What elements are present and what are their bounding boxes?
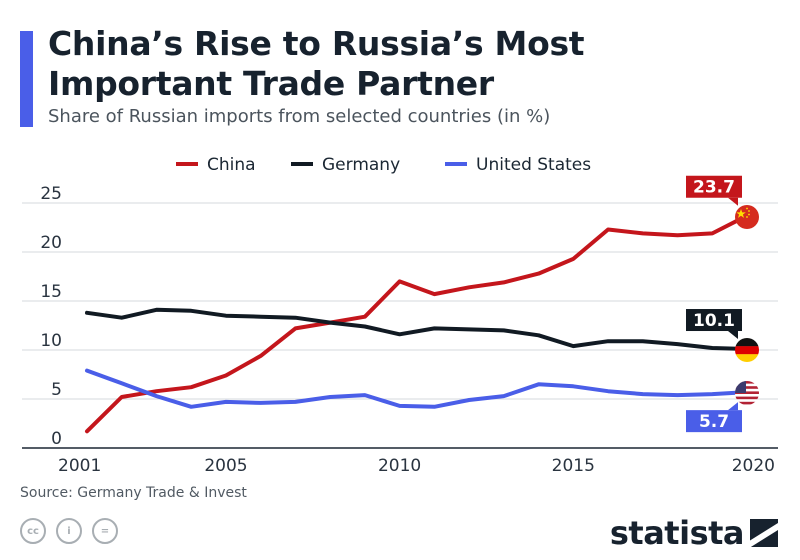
y-axis: 0 5 10 15 20 25	[40, 184, 62, 449]
x-tick-label: 2005	[204, 456, 247, 476]
brand-name: statista	[609, 514, 745, 552]
end-label-united-states: 5.7	[686, 402, 742, 433]
end-label-germany: 10.1	[686, 309, 742, 340]
legend-label: China	[207, 155, 256, 175]
chart-subtitle: Share of Russian imports from selected c…	[48, 106, 551, 127]
series-line-china	[85, 213, 749, 434]
end-label-pointer	[728, 402, 738, 411]
series-lines	[85, 213, 749, 434]
end-label-value: 10.1	[693, 311, 735, 331]
legend-item-china[interactable]: China	[176, 155, 256, 175]
x-tick-label: 2001	[58, 456, 101, 476]
usa-flag-icon	[735, 381, 759, 405]
china-flag-icon	[735, 205, 759, 229]
end-label-value: 23.7	[693, 178, 735, 198]
gridlines	[22, 202, 778, 449]
x-axis: 2001 2005 2010 2015 2020	[58, 456, 775, 476]
equal-icon[interactable]: =	[92, 518, 118, 544]
cc-icon[interactable]: cc	[20, 518, 46, 544]
end-label-box	[686, 410, 742, 433]
person-icon[interactable]: i	[56, 518, 82, 544]
legend-label: United States	[476, 155, 591, 175]
y-tick-label: 15	[40, 282, 62, 302]
end-label-box	[686, 309, 742, 332]
end-label-china: 23.7	[686, 175, 742, 206]
y-tick-label: 0	[51, 429, 62, 449]
source-note: Source: Germany Trade & Invest	[20, 485, 247, 501]
germany-flag-icon	[735, 338, 759, 362]
y-tick-label: 10	[40, 331, 62, 351]
y-tick-label: 20	[40, 233, 62, 253]
legend-label: Germany	[322, 155, 400, 175]
x-tick-label: 2020	[732, 456, 775, 476]
series-line-germany	[85, 307, 749, 351]
line-chart: China Germany United States 0 5 10 15 20 25 200…	[22, 155, 778, 476]
legend-item-germany[interactable]: Germany	[291, 155, 400, 175]
license-icons: cc i =	[20, 518, 118, 544]
end-label-pointer	[728, 331, 738, 340]
end-value-labels: 23.7 10.1 5.7	[686, 175, 742, 433]
legend-item-united-states[interactable]: United States	[445, 155, 591, 175]
end-label-pointer	[728, 197, 738, 206]
y-tick-label: 25	[40, 184, 62, 204]
x-tick-label: 2010	[378, 456, 421, 476]
title-accent-bar	[20, 31, 33, 127]
legend: China Germany United States	[176, 155, 591, 175]
series-line-united-states	[85, 368, 749, 409]
y-tick-label: 5	[51, 380, 62, 400]
end-label-value: 5.7	[699, 412, 729, 432]
chart-title: China’s Rise to Russia’s Most Important …	[48, 24, 585, 103]
x-tick-label: 2015	[552, 456, 595, 476]
brand-mark-icon	[750, 519, 778, 547]
end-label-box	[686, 175, 742, 198]
statista-logo[interactable]: statista	[610, 516, 778, 550]
